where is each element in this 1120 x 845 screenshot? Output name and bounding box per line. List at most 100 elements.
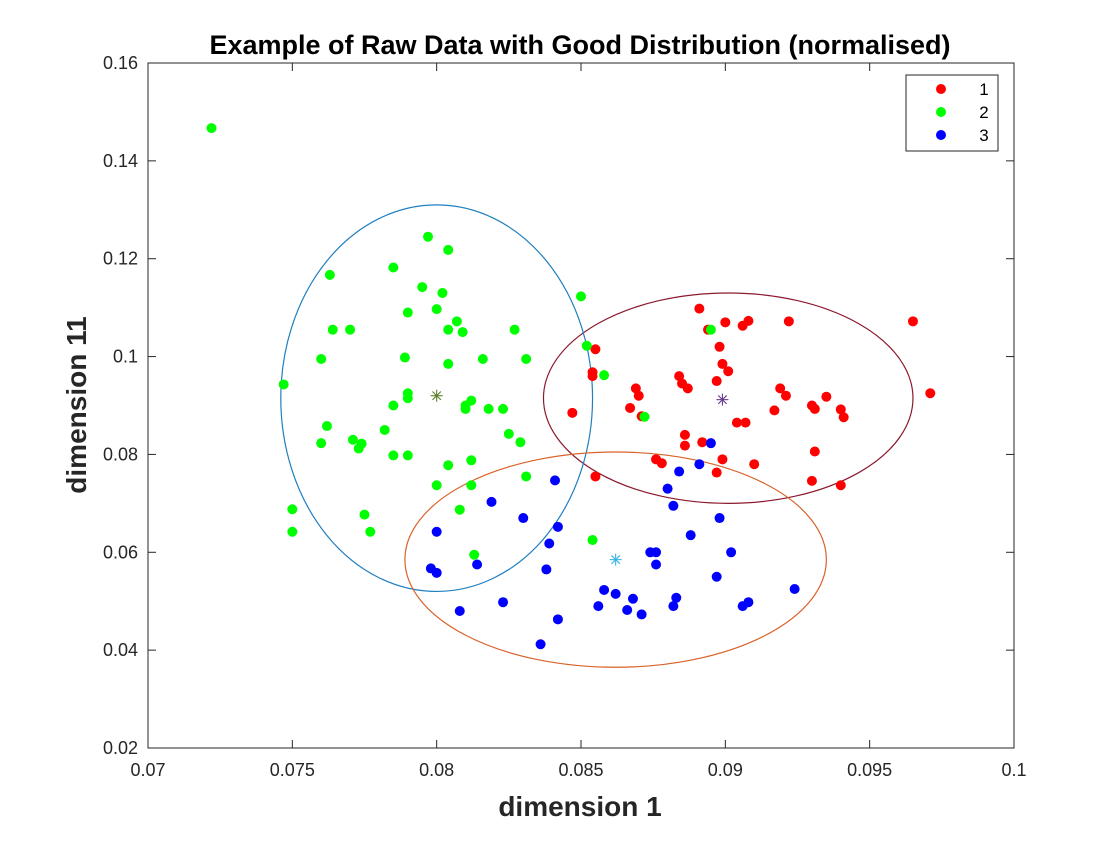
series-3-point (544, 538, 555, 549)
series-3-point (486, 496, 497, 507)
series-3-point (668, 500, 679, 511)
series-3-point (550, 475, 561, 486)
series-2-centroid-marker (430, 389, 443, 402)
series-3-point (610, 588, 621, 599)
series-2-point (431, 304, 442, 315)
series-1-point (743, 315, 754, 326)
legend-label-1: 1 (979, 80, 988, 99)
series-2-point (365, 526, 376, 537)
series-3-point (622, 605, 633, 616)
series-2-point (321, 421, 332, 432)
series-3-point (705, 438, 716, 449)
legend-marker-1 (936, 84, 946, 94)
series-1-point (694, 303, 705, 314)
series-3-point (668, 601, 679, 612)
series-2-point (498, 403, 509, 414)
series-2-point (431, 480, 442, 491)
series-3-point (454, 606, 465, 616)
series-1-point (925, 388, 936, 399)
x-tick-label: 0.095 (847, 760, 892, 780)
series-2-ellipse (280, 204, 594, 593)
series-3-point (726, 547, 737, 558)
series-2-point (316, 438, 327, 449)
series-3-point (498, 597, 509, 608)
series-3-point (662, 483, 673, 494)
series-1-point (714, 341, 725, 352)
series-2-point (287, 526, 298, 537)
x-tick-label: 0.075 (270, 760, 315, 780)
series-2-point (443, 460, 454, 471)
series-3-point (685, 530, 696, 541)
series-2-point (443, 244, 454, 255)
series-3-point (552, 521, 563, 532)
series-3-point (651, 559, 662, 570)
series-1-ellipse (542, 292, 914, 504)
series-2-point (454, 504, 465, 515)
plot-area (147, 62, 1015, 749)
series-1-point (711, 467, 722, 478)
series-3-point (694, 459, 705, 470)
series-1-point (656, 458, 667, 469)
x-tick-label: 0.08 (419, 760, 454, 780)
series-2-point (399, 352, 410, 363)
series-1-point (749, 459, 760, 470)
series-1-point (809, 403, 820, 414)
legend-box (905, 74, 999, 152)
series-1-point (567, 407, 578, 418)
series-3-point (743, 597, 754, 608)
series-2-point (705, 324, 716, 335)
series-2-point (576, 291, 586, 302)
series-2-point (402, 393, 413, 404)
series-1-point (717, 358, 728, 369)
centroids-layer (430, 389, 729, 566)
series-2-point (287, 504, 298, 515)
series-2-point (402, 450, 413, 461)
series-3-point (674, 466, 685, 477)
series-3-point (431, 567, 442, 578)
series-3-centroid-marker (609, 553, 622, 566)
series-2-point (466, 395, 477, 406)
series-1-point (679, 429, 690, 440)
series-2-point (388, 400, 399, 411)
series-1-point (633, 390, 644, 401)
series-1-point (783, 316, 794, 327)
x-tick-label: 0.085 (558, 760, 603, 780)
series-1-point (697, 437, 708, 448)
series-1-point (806, 475, 817, 486)
series-3-point (552, 614, 563, 625)
series-1-point (723, 366, 734, 377)
series-2-point (278, 379, 289, 390)
series-2-point (469, 549, 480, 560)
series-3-point (535, 639, 546, 650)
ellipses-layer (280, 204, 914, 668)
y-axis-label: dimension 11 (61, 316, 92, 493)
y-tick-label: 0.12 (103, 249, 138, 269)
series-1-point (835, 404, 846, 415)
series-2-point (402, 307, 413, 318)
y-axis-ticks: 0.02 0.04 0.06 0.08 0.1 0.12 0.14 0.16 (103, 53, 1014, 758)
series-1-point (625, 402, 636, 413)
x-axis-label: dimension 1 (498, 791, 661, 822)
series-1-point (838, 412, 849, 423)
series-3-point (541, 564, 552, 575)
series-1-point (587, 371, 598, 382)
series-1-point (717, 454, 728, 465)
y-tick-label: 0.04 (103, 640, 138, 660)
series-1-centroid-marker (716, 393, 729, 406)
legend-label-2: 2 (979, 103, 988, 122)
series-2-point (359, 509, 370, 520)
series-2-point (457, 327, 468, 338)
y-tick-label: 0.06 (103, 542, 138, 562)
legend: 1 2 3 (905, 74, 999, 152)
series-1-point (711, 376, 722, 387)
y-tick-label: 0.16 (103, 53, 138, 73)
series-2-point (509, 324, 520, 335)
series-2-point (437, 287, 448, 298)
series-2-point (451, 316, 462, 327)
chart-title: Example of Raw Data with Good Distributi… (209, 30, 950, 60)
series-2-point (466, 480, 477, 491)
legend-marker-2 (936, 107, 946, 117)
series-3-point (593, 601, 604, 612)
series-2-point (460, 403, 471, 414)
